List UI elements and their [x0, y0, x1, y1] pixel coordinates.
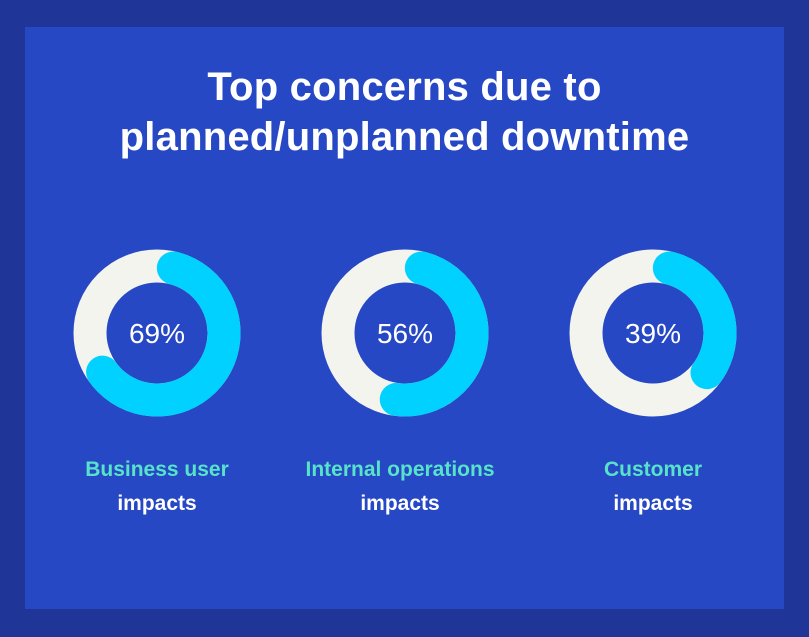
chart-title: Top concerns due to planned/unplanned do… — [0, 62, 809, 162]
category-label-customer: Customer impacts — [523, 453, 783, 521]
percent-label-internal-operations: 56% — [377, 318, 433, 349]
percent-label-business-user: 69% — [129, 318, 185, 349]
category-label-internal-operations: Internal operations impacts — [270, 453, 530, 521]
category-label-business-user-line-2: impacts — [117, 492, 197, 515]
ring-fill-internal-operations — [379, 251, 489, 417]
category-label-internal-operations-line-2: impacts — [360, 492, 440, 515]
background-panel — [25, 27, 784, 609]
donut-customer: 39% — [569, 249, 737, 417]
ring-fill-customer — [652, 251, 737, 390]
category-label-customer-line-1: Customer — [603, 458, 703, 481]
category-label-business-user: Business user impacts — [27, 453, 287, 521]
percent-label-customer: 39% — [625, 318, 681, 349]
chart-title-line-1: Top concerns due to — [207, 65, 602, 109]
ring-fill-business-user — [86, 251, 241, 417]
category-label-customer-line-2: impacts — [613, 492, 693, 515]
donut-business-user: 69% — [73, 249, 241, 417]
chart-title-line-2: planned/unplanned downtime — [119, 115, 690, 159]
category-label-business-user-line-1: Business user — [85, 458, 229, 481]
donut-internal-operations: 56% — [321, 249, 489, 417]
category-label-internal-operations-line-1: Internal operations — [305, 458, 495, 481]
